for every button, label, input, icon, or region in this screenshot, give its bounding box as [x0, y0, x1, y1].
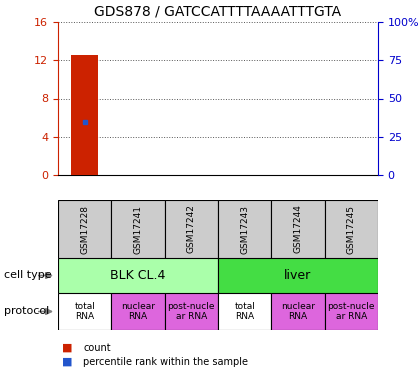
Text: post-nucle
ar RNA: post-nucle ar RNA: [328, 302, 375, 321]
Text: BLK CL.4: BLK CL.4: [110, 269, 165, 282]
Bar: [165, 293, 218, 330]
Text: percentile rank within the sample: percentile rank within the sample: [83, 357, 248, 367]
Bar: [218, 258, 378, 293]
Bar: [325, 200, 378, 258]
Text: protocol: protocol: [4, 306, 50, 316]
Text: count: count: [83, 343, 111, 353]
Text: GSM17244: GSM17244: [294, 205, 302, 254]
Text: GSM17242: GSM17242: [187, 205, 196, 254]
Bar: [271, 200, 325, 258]
Text: ■: ■: [62, 343, 73, 353]
Bar: [325, 293, 378, 330]
Bar: [58, 200, 111, 258]
Bar: [111, 200, 165, 258]
Text: nuclear
RNA: nuclear RNA: [281, 302, 315, 321]
Bar: [218, 293, 271, 330]
Bar: [58, 258, 218, 293]
Title: GDS878 / GATCCATTTTAAAATTTGTA: GDS878 / GATCCATTTTAAAATTTGTA: [94, 4, 341, 18]
Text: total
RNA: total RNA: [234, 302, 255, 321]
Bar: [111, 293, 165, 330]
Text: liver: liver: [284, 269, 312, 282]
Text: nuclear
RNA: nuclear RNA: [121, 302, 155, 321]
Text: total
RNA: total RNA: [74, 302, 95, 321]
Bar: [71, 56, 98, 175]
Bar: [58, 293, 111, 330]
Bar: [165, 200, 218, 258]
Text: GSM17245: GSM17245: [347, 204, 356, 254]
Text: cell type: cell type: [4, 270, 52, 280]
Text: ■: ■: [62, 357, 73, 367]
Text: post-nucle
ar RNA: post-nucle ar RNA: [168, 302, 215, 321]
Text: GSM17241: GSM17241: [134, 204, 142, 254]
Text: GSM17228: GSM17228: [80, 204, 89, 254]
Bar: [271, 293, 325, 330]
Bar: [218, 200, 271, 258]
Text: GSM17243: GSM17243: [240, 204, 249, 254]
